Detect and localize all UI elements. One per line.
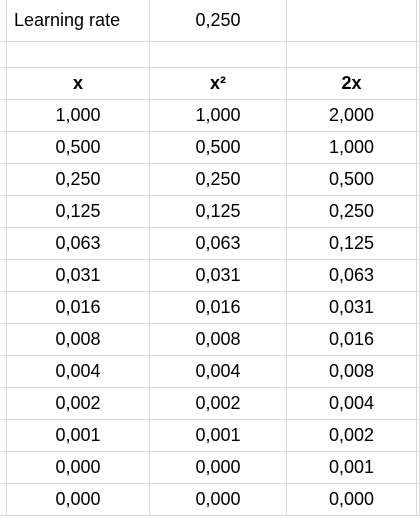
row-edge bbox=[0, 388, 7, 419]
x-value-cell[interactable]: 1,000 bbox=[7, 100, 150, 131]
empty-cell[interactable] bbox=[150, 42, 287, 67]
table-row: 0,000 0,000 0,001 bbox=[0, 452, 420, 484]
x-value-cell[interactable]: 0,001 bbox=[7, 420, 150, 451]
x-squared-value-cell[interactable]: 0,063 bbox=[150, 228, 287, 259]
x-squared-value-cell[interactable]: 0,250 bbox=[150, 164, 287, 195]
x-squared-value-cell[interactable]: 0,002 bbox=[150, 388, 287, 419]
x-squared-value-cell[interactable]: 0,125 bbox=[150, 196, 287, 227]
header-x-squared-cell[interactable]: x² bbox=[150, 68, 287, 99]
header-row: x x² 2x bbox=[0, 68, 420, 100]
x-value-cell[interactable]: 0,063 bbox=[7, 228, 150, 259]
2x-value-cell[interactable]: 0,063 bbox=[287, 260, 417, 291]
table-row: 0,001 0,001 0,002 bbox=[0, 420, 420, 452]
x-value-cell[interactable]: 0,500 bbox=[7, 132, 150, 163]
row-edge bbox=[0, 0, 7, 41]
row-edge bbox=[0, 100, 7, 131]
x-value-cell[interactable]: 0,250 bbox=[7, 164, 150, 195]
sheet-row: Learning rate 0,250 bbox=[0, 0, 420, 42]
row-edge bbox=[0, 164, 7, 195]
row-edge bbox=[0, 292, 7, 323]
table-row: 0,002 0,002 0,004 bbox=[0, 388, 420, 420]
row-edge bbox=[0, 324, 7, 355]
2x-value-cell[interactable]: 0,500 bbox=[287, 164, 417, 195]
table-row: 0,016 0,016 0,031 bbox=[0, 292, 420, 324]
x-squared-value-cell[interactable]: 0,500 bbox=[150, 132, 287, 163]
row-edge bbox=[0, 228, 7, 259]
row-edge bbox=[0, 42, 7, 67]
x-value-cell[interactable]: 0,000 bbox=[7, 484, 150, 515]
x-squared-value-cell[interactable]: 0,000 bbox=[150, 484, 287, 515]
x-value-cell[interactable]: 0,000 bbox=[7, 452, 150, 483]
table-row: 0,500 0,500 1,000 bbox=[0, 132, 420, 164]
2x-value-cell[interactable]: 1,000 bbox=[287, 132, 417, 163]
table-row: 0,000 0,000 0,000 bbox=[0, 484, 420, 516]
x-squared-value-cell[interactable]: 0,031 bbox=[150, 260, 287, 291]
header-x-cell[interactable]: x bbox=[7, 68, 150, 99]
row-edge bbox=[0, 452, 7, 483]
row-edge bbox=[0, 68, 7, 99]
2x-value-cell[interactable]: 0,004 bbox=[287, 388, 417, 419]
2x-value-cell[interactable]: 0,001 bbox=[287, 452, 417, 483]
x-squared-value-cell[interactable]: 0,004 bbox=[150, 356, 287, 387]
2x-value-cell[interactable]: 0,125 bbox=[287, 228, 417, 259]
x-squared-value-cell[interactable]: 1,000 bbox=[150, 100, 287, 131]
learning-rate-value-cell[interactable]: 0,250 bbox=[150, 0, 287, 41]
learning-rate-label-cell[interactable]: Learning rate bbox=[7, 0, 150, 41]
x-squared-value-cell[interactable]: 0,016 bbox=[150, 292, 287, 323]
x-value-cell[interactable]: 0,016 bbox=[7, 292, 150, 323]
2x-value-cell[interactable]: 0,031 bbox=[287, 292, 417, 323]
2x-value-cell[interactable]: 0,002 bbox=[287, 420, 417, 451]
x-squared-value-cell[interactable]: 0,008 bbox=[150, 324, 287, 355]
2x-value-cell[interactable]: 0,250 bbox=[287, 196, 417, 227]
table-row: 0,008 0,008 0,016 bbox=[0, 324, 420, 356]
x-squared-value-cell[interactable]: 0,000 bbox=[150, 452, 287, 483]
row-edge bbox=[0, 132, 7, 163]
row-edge bbox=[0, 196, 7, 227]
x-value-cell[interactable]: 0,004 bbox=[7, 356, 150, 387]
table-row: 1,000 1,000 2,000 bbox=[0, 100, 420, 132]
2x-value-cell[interactable]: 0,000 bbox=[287, 484, 417, 515]
x-value-cell[interactable]: 0,002 bbox=[7, 388, 150, 419]
table-row: 0,031 0,031 0,063 bbox=[0, 260, 420, 292]
2x-value-cell[interactable]: 0,008 bbox=[287, 356, 417, 387]
table-row: 0,004 0,004 0,008 bbox=[0, 356, 420, 388]
table-row: 0,125 0,125 0,250 bbox=[0, 196, 420, 228]
x-value-cell[interactable]: 0,008 bbox=[7, 324, 150, 355]
row-edge bbox=[0, 484, 7, 515]
empty-cell[interactable] bbox=[287, 42, 417, 67]
x-value-cell[interactable]: 0,031 bbox=[7, 260, 150, 291]
row-edge bbox=[0, 420, 7, 451]
x-squared-value-cell[interactable]: 0,001 bbox=[150, 420, 287, 451]
table-row: 0,063 0,063 0,125 bbox=[0, 228, 420, 260]
x-value-cell[interactable]: 0,125 bbox=[7, 196, 150, 227]
header-2x-cell[interactable]: 2x bbox=[287, 68, 417, 99]
empty-cell[interactable] bbox=[287, 0, 417, 41]
2x-value-cell[interactable]: 2,000 bbox=[287, 100, 417, 131]
2x-value-cell[interactable]: 0,016 bbox=[287, 324, 417, 355]
empty-cell[interactable] bbox=[7, 42, 150, 67]
sheet-row bbox=[0, 42, 420, 68]
table-row: 0,250 0,250 0,500 bbox=[0, 164, 420, 196]
row-edge bbox=[0, 260, 7, 291]
row-edge bbox=[0, 356, 7, 387]
